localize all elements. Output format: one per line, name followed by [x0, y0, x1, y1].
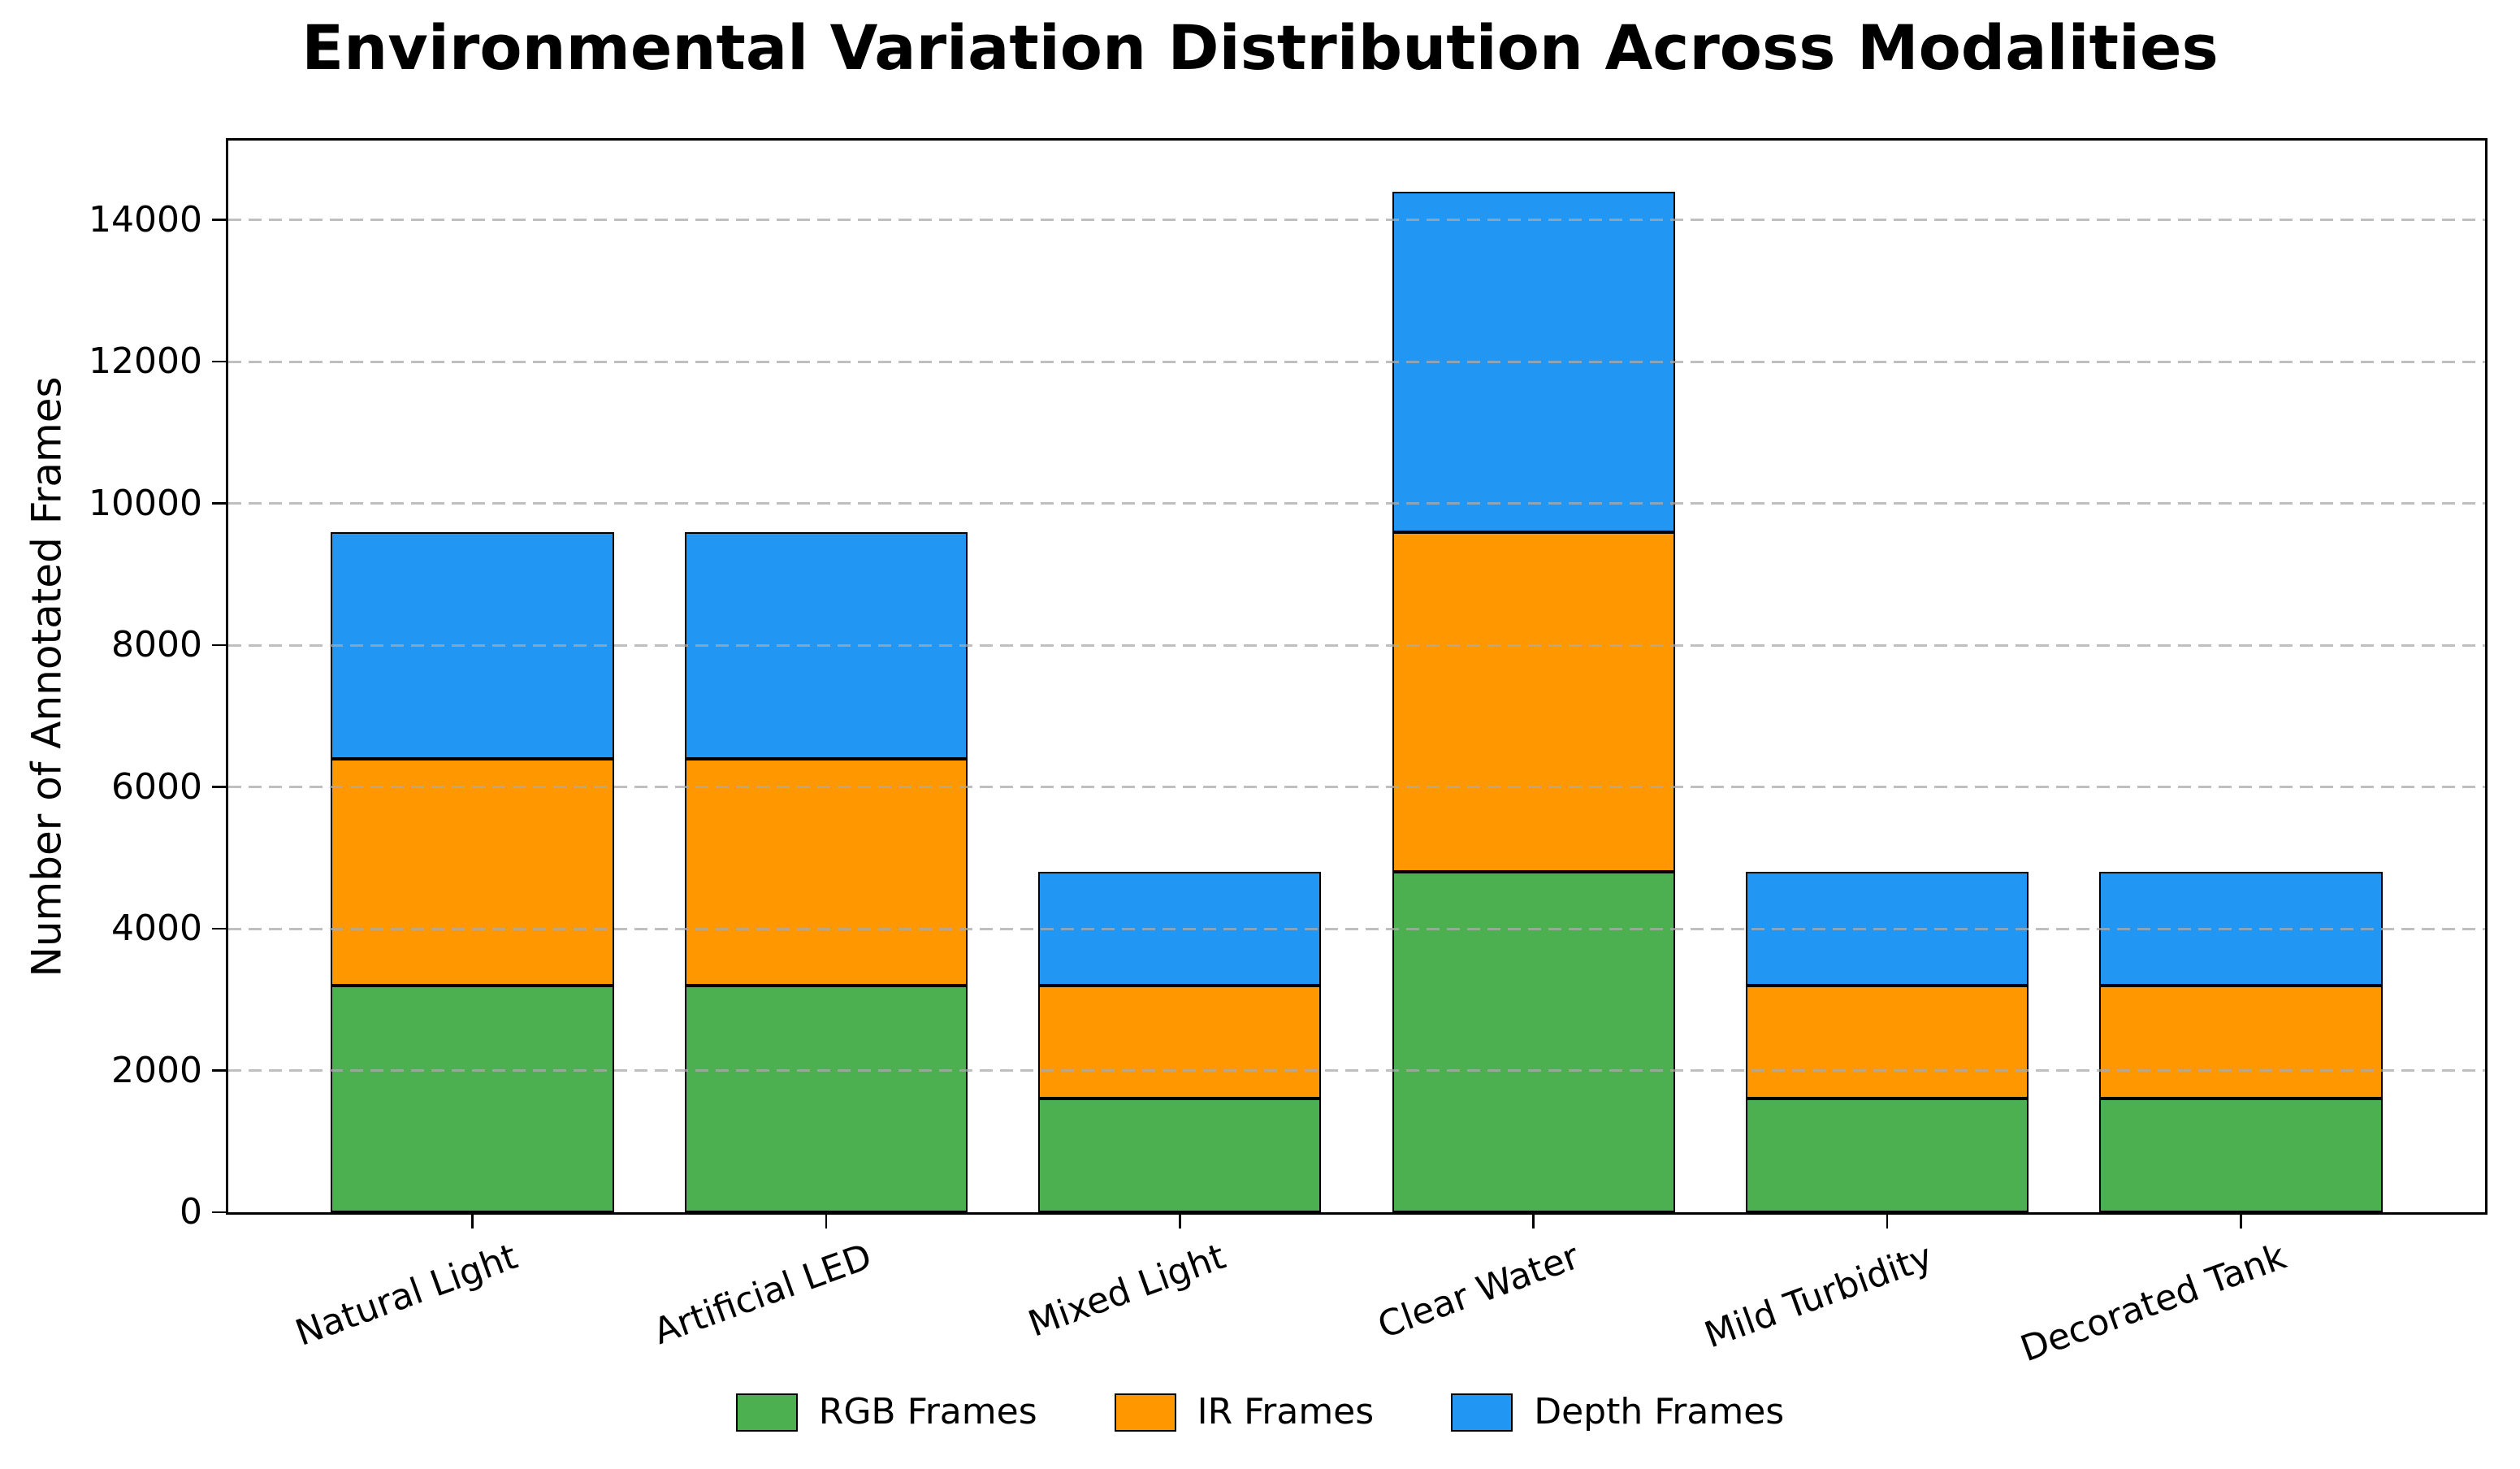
y-tick-label: 6000 — [111, 765, 202, 808]
bar-segment-ir-frames — [331, 758, 614, 986]
bar-segment-rgb-frames — [331, 985, 614, 1212]
x-tick — [2240, 1215, 2242, 1228]
legend-entry-rgb-frames: RGB Frames — [735, 1391, 1037, 1433]
x-tick — [1178, 1215, 1181, 1228]
chart-title: Environmental Variation Distribution Acr… — [301, 11, 2219, 84]
y-tick — [212, 644, 226, 647]
legend: RGB Frames IR Frames Depth Frames — [0, 1391, 2520, 1433]
x-tick-label-mixed-light: Mixed Light — [1022, 1236, 1231, 1346]
gridline-6000 — [228, 786, 2485, 789]
y-tick-label: 14000 — [89, 198, 202, 240]
y-tick-label: 10000 — [89, 482, 202, 524]
bar-segment-ir-frames — [1745, 985, 2029, 1099]
x-tick — [471, 1215, 474, 1228]
y-tick — [212, 502, 226, 505]
x-tick — [1886, 1215, 1889, 1228]
x-tick-label-artificial-led: Artificial LED — [647, 1236, 877, 1354]
legend-swatch-rgb-frames — [735, 1393, 798, 1432]
legend-entry-depth-frames: Depth Frames — [1451, 1391, 1784, 1433]
y-tick — [212, 1069, 226, 1072]
y-tick-label: 2000 — [111, 1049, 202, 1091]
legend-swatch-ir-frames — [1114, 1393, 1176, 1432]
legend-label: Depth Frames — [1534, 1391, 1785, 1432]
x-tick — [825, 1215, 828, 1228]
x-tick-label-decorated-tank: Decorated Tank — [2015, 1236, 2293, 1371]
legend-swatch-depth-frames — [1451, 1393, 1513, 1432]
y-axis-label: Number of Annotated Frames — [24, 375, 71, 977]
y-tick — [212, 219, 226, 221]
bar-segment-rgb-frames — [684, 985, 968, 1212]
gridline-14000 — [228, 219, 2485, 222]
legend-label: IR Frames — [1197, 1391, 1375, 1432]
x-tick-label-clear-water: Clear Water — [1372, 1236, 1585, 1347]
y-tick — [212, 927, 226, 930]
y-tick-label: 12000 — [89, 340, 202, 383]
y-tick-label: 0 — [180, 1191, 202, 1233]
y-tick-label: 4000 — [111, 908, 202, 950]
bar-segment-rgb-frames — [1038, 1098, 1322, 1212]
x-tick-label-natural-light: Natural Light — [290, 1236, 523, 1354]
gridline-2000 — [228, 1069, 2485, 1072]
bar-segment-ir-frames — [1038, 985, 1322, 1099]
gridline-8000 — [228, 644, 2485, 647]
plot-area — [226, 138, 2488, 1215]
gridline-10000 — [228, 502, 2485, 505]
bar-segment-rgb-frames — [1745, 1098, 2029, 1212]
bar-segment-ir-frames — [2099, 985, 2383, 1099]
x-tick-label-mild-turbidity: Mild Turbidity — [1699, 1236, 1938, 1357]
bar-segment-ir-frames — [684, 758, 968, 986]
bar-segment-rgb-frames — [2099, 1098, 2383, 1212]
x-tick — [1532, 1215, 1535, 1228]
gridline-12000 — [228, 360, 2485, 363]
y-tick-label: 8000 — [111, 624, 202, 666]
legend-entry-ir-frames: IR Frames — [1114, 1391, 1375, 1433]
bar-segment-ir-frames — [1392, 531, 1675, 873]
bar-segment-rgb-frames — [1392, 872, 1675, 1212]
legend-label: RGB Frames — [818, 1391, 1037, 1432]
y-tick — [212, 786, 226, 788]
gridline-4000 — [228, 927, 2485, 930]
y-tick — [212, 1211, 226, 1214]
y-tick — [212, 360, 226, 363]
